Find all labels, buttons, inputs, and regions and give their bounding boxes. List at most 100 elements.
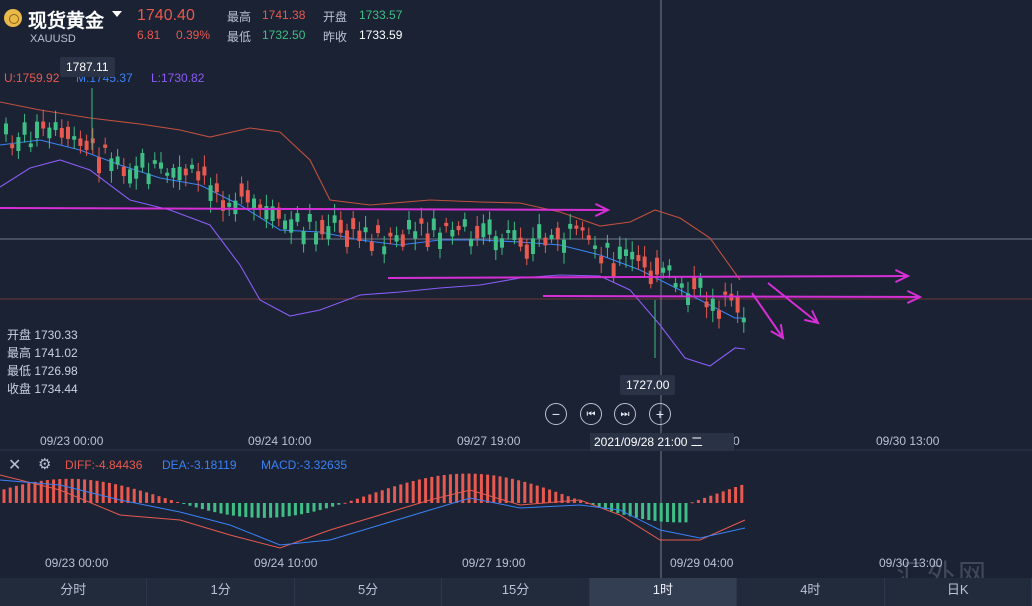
candle-body (475, 226, 480, 239)
macd-bar (312, 503, 316, 512)
macd-bar (21, 484, 25, 503)
chevron-down-icon[interactable] (112, 11, 122, 17)
main-xaxis-label: 09/24 10:00 (248, 434, 312, 448)
stat-value-high: 1741.38 (262, 8, 306, 22)
candle-body (128, 169, 132, 184)
macd-bar (467, 473, 471, 503)
candle-body (258, 204, 263, 209)
tab-daily[interactable]: 日K (885, 578, 1032, 606)
candle-body (642, 256, 647, 268)
macd-bar (665, 503, 669, 523)
macd-xaxis-label: 09/29 04:00 (670, 556, 734, 570)
candle-body (190, 164, 194, 169)
candle-body (78, 138, 83, 146)
macd-bar (349, 500, 353, 503)
macd-bar (275, 503, 279, 518)
macd-diff-line (0, 474, 746, 549)
scroll-start-button[interactable]: ⏮ (580, 403, 602, 425)
candle-body (723, 291, 728, 295)
candle-body (314, 232, 318, 245)
macd-bar (628, 503, 632, 517)
macd-bar (169, 500, 173, 503)
macd-bar (424, 478, 428, 503)
macd-bar (647, 503, 651, 521)
candle-body (611, 263, 616, 278)
tab-fenshi[interactable]: 分时 (0, 578, 148, 606)
candle-body (140, 153, 145, 168)
candle-body (16, 137, 21, 152)
candle-body (741, 317, 746, 323)
macd-bar (114, 484, 118, 503)
instrument-symbol: XAUUSD (30, 33, 76, 45)
macd-bar (393, 486, 397, 503)
candle-body (413, 231, 418, 239)
macd-bar (734, 487, 738, 503)
macd-bar (225, 503, 229, 515)
macd-bar (653, 503, 657, 521)
candle-body (109, 158, 114, 172)
close-icon[interactable]: ✕ (8, 457, 22, 474)
annotation-arrow-down-1 (751, 292, 784, 339)
candle-body (338, 219, 343, 233)
zoom-out-button[interactable]: − (545, 403, 567, 425)
macd-bar (52, 479, 56, 503)
annotation-arrow-resistance-head (594, 202, 611, 217)
macd-bar (95, 480, 99, 503)
macd-bar (39, 480, 43, 503)
candle-body (276, 207, 281, 219)
candle-body (487, 219, 492, 235)
tab-1h[interactable]: 1时 (589, 578, 738, 606)
tab-1m[interactable]: 1分 (147, 578, 295, 606)
annotation-arrow-down-2-head (804, 309, 820, 325)
candle-body (165, 172, 170, 176)
macd-bar (368, 494, 372, 503)
macd-bar (331, 503, 335, 507)
macd-bar (684, 503, 688, 523)
candle-body (90, 138, 95, 144)
candle-body (289, 219, 294, 233)
macd-bar (194, 503, 198, 508)
candle-body (10, 144, 15, 149)
macd-bar (672, 503, 676, 523)
macd-bar (442, 475, 446, 503)
macd-bar (163, 498, 167, 503)
tab-5m[interactable]: 5分 (295, 578, 443, 606)
macd-bar (200, 503, 204, 510)
tab-15m[interactable]: 15分 (442, 578, 590, 606)
macd-bar (343, 502, 347, 504)
last-price: 1740.40 (137, 7, 195, 24)
macd-bar (610, 503, 614, 512)
candle-body (698, 278, 703, 288)
annotation-arrow-support-head (906, 289, 923, 304)
gear-icon[interactable]: ⚙ (38, 456, 52, 473)
stat-label-open: 开盘 (323, 10, 348, 24)
tab-4h[interactable]: 4时 (737, 578, 885, 606)
zoom-in-button[interactable]: + (649, 403, 671, 425)
stat-label-prev-close: 昨收 (323, 30, 348, 44)
candle-body (549, 234, 554, 240)
candle-body (655, 257, 659, 275)
candle-body (679, 283, 684, 288)
macd-bar (188, 503, 192, 506)
candle-body (624, 249, 628, 256)
macd-bar (300, 503, 304, 515)
scroll-end-button[interactable]: ⏭ (614, 403, 636, 425)
candle-body (183, 168, 188, 176)
macd-bar (70, 478, 74, 503)
bollinger-upper: U:1759.92 (4, 71, 60, 85)
macd-bar (709, 495, 713, 503)
candle-body (326, 226, 331, 240)
candle-body (239, 183, 244, 197)
ohlc-close: 收盘 1734.44 (7, 382, 78, 396)
instrument-title[interactable]: 现货黄金 (28, 11, 105, 32)
candle-body (283, 220, 287, 230)
macd-bar (448, 474, 452, 503)
main-xaxis-label: 09/23 00:00 (40, 434, 104, 448)
candle-body (419, 218, 424, 224)
candle-body (53, 122, 58, 131)
macd-bar (492, 475, 496, 503)
candle-body (667, 265, 672, 271)
candle-body (462, 219, 467, 227)
candle-body (438, 232, 442, 249)
